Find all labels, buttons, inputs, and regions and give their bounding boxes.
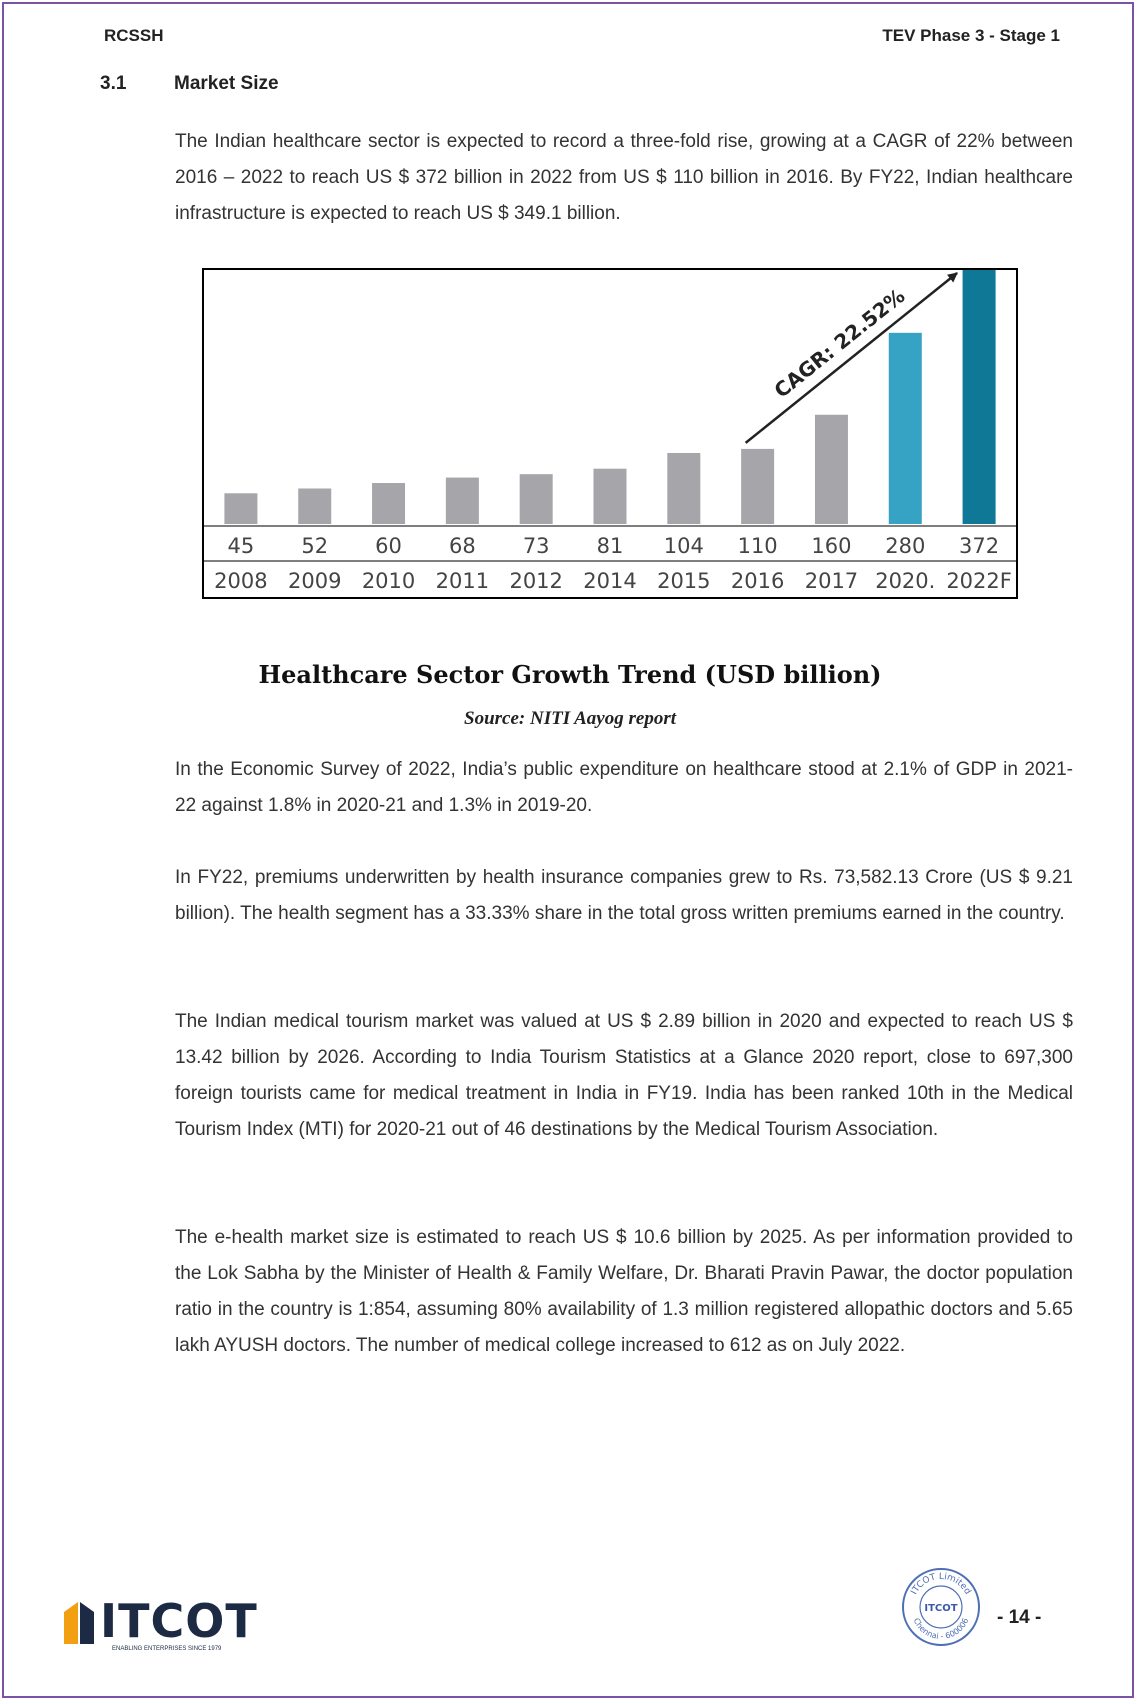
category-label: 2014 bbox=[583, 569, 636, 593]
bar-2009 bbox=[298, 488, 332, 524]
value-label: 68 bbox=[449, 534, 476, 558]
seal-text-bottom: Chennai - 600006 bbox=[912, 1617, 971, 1641]
value-label: 104 bbox=[664, 534, 704, 558]
logo-tagline: ENABLING ENTERPRISES SINCE 1979 bbox=[112, 1646, 222, 1652]
category-label: 2009 bbox=[288, 569, 341, 593]
logo-text: ITCOT bbox=[100, 1594, 258, 1648]
paragraph-ehealth: The e-health market size is estimated to… bbox=[175, 1227, 1073, 1356]
itcot-logo-icon bbox=[64, 1602, 94, 1644]
bar-2017 bbox=[814, 414, 848, 524]
bar-2010 bbox=[372, 483, 406, 524]
category-label: 2016 bbox=[731, 569, 784, 593]
category-label: 2012 bbox=[509, 569, 562, 593]
seal-text-center: ITCOT bbox=[924, 1603, 957, 1614]
company-seal: ITCOT Limited Chennai - 600006 ITCOT bbox=[902, 1568, 980, 1646]
value-label: 372 bbox=[959, 534, 999, 558]
itcot-logo: ITCOT ENABLING ENTERPRISES SINCE 1979 bbox=[62, 1594, 257, 1652]
paragraph-economic-survey: In the Economic Survey of 2022, India’s … bbox=[175, 759, 1073, 816]
value-label: 60 bbox=[375, 534, 402, 558]
value-label: 110 bbox=[738, 534, 778, 558]
header-right: TEV Phase 3 - Stage 1 bbox=[882, 26, 1060, 45]
svg-text:Chennai - 600006: Chennai - 600006 bbox=[912, 1617, 971, 1641]
cagr-annotation: CAGR: 22.52% bbox=[769, 284, 909, 403]
category-label: 2022F bbox=[946, 569, 1012, 593]
bar-2022F bbox=[962, 270, 996, 524]
section-number: 3.1 bbox=[100, 73, 127, 94]
category-label: 2010 bbox=[362, 569, 415, 593]
header-left: RCSSH bbox=[104, 26, 164, 45]
bar-2015 bbox=[667, 452, 701, 524]
figure-title: Healthcare Sector Growth Trend (USD bill… bbox=[258, 660, 882, 689]
cagr-arrow bbox=[744, 272, 958, 444]
paragraph-medical-tourism: The Indian medical tourism market was va… bbox=[175, 1011, 1073, 1140]
bar-2012 bbox=[519, 474, 553, 524]
bar-2020 bbox=[888, 332, 922, 524]
bar-2016 bbox=[741, 448, 775, 524]
section-title: Market Size bbox=[174, 73, 279, 94]
page-number: - 14 - bbox=[997, 1607, 1042, 1628]
seal-outer-ring bbox=[902, 1568, 980, 1646]
figure-source: Source: NITI Aayog report bbox=[464, 708, 676, 729]
value-label: 81 bbox=[597, 534, 624, 558]
value-label: 280 bbox=[885, 534, 925, 558]
value-label: 52 bbox=[301, 534, 328, 558]
growth-chart: 45 2008 52 2009 60 2010 68 2011 73 2012 81 2014 104 2… bbox=[202, 268, 1018, 599]
bar-2008 bbox=[224, 493, 258, 524]
category-label: 2015 bbox=[657, 569, 710, 593]
value-label: 160 bbox=[811, 534, 851, 558]
paragraph-intro: The Indian healthcare sector is expected… bbox=[175, 131, 1073, 224]
category-label: 2017 bbox=[805, 569, 858, 593]
bar-2014 bbox=[593, 468, 627, 524]
value-label: 45 bbox=[228, 534, 255, 558]
category-label: 2011 bbox=[436, 569, 489, 593]
paragraph-insurance: In FY22, premiums underwritten by health… bbox=[175, 867, 1073, 924]
growth-chart-svg: 45 2008 52 2009 60 2010 68 2011 73 2012 81 2014 104 2… bbox=[204, 270, 1016, 593]
bar-2011 bbox=[445, 477, 479, 524]
category-label: 2020. bbox=[875, 569, 935, 593]
value-label: 73 bbox=[523, 534, 550, 558]
category-label: 2008 bbox=[214, 569, 267, 593]
seal-inner-ring bbox=[919, 1585, 963, 1629]
